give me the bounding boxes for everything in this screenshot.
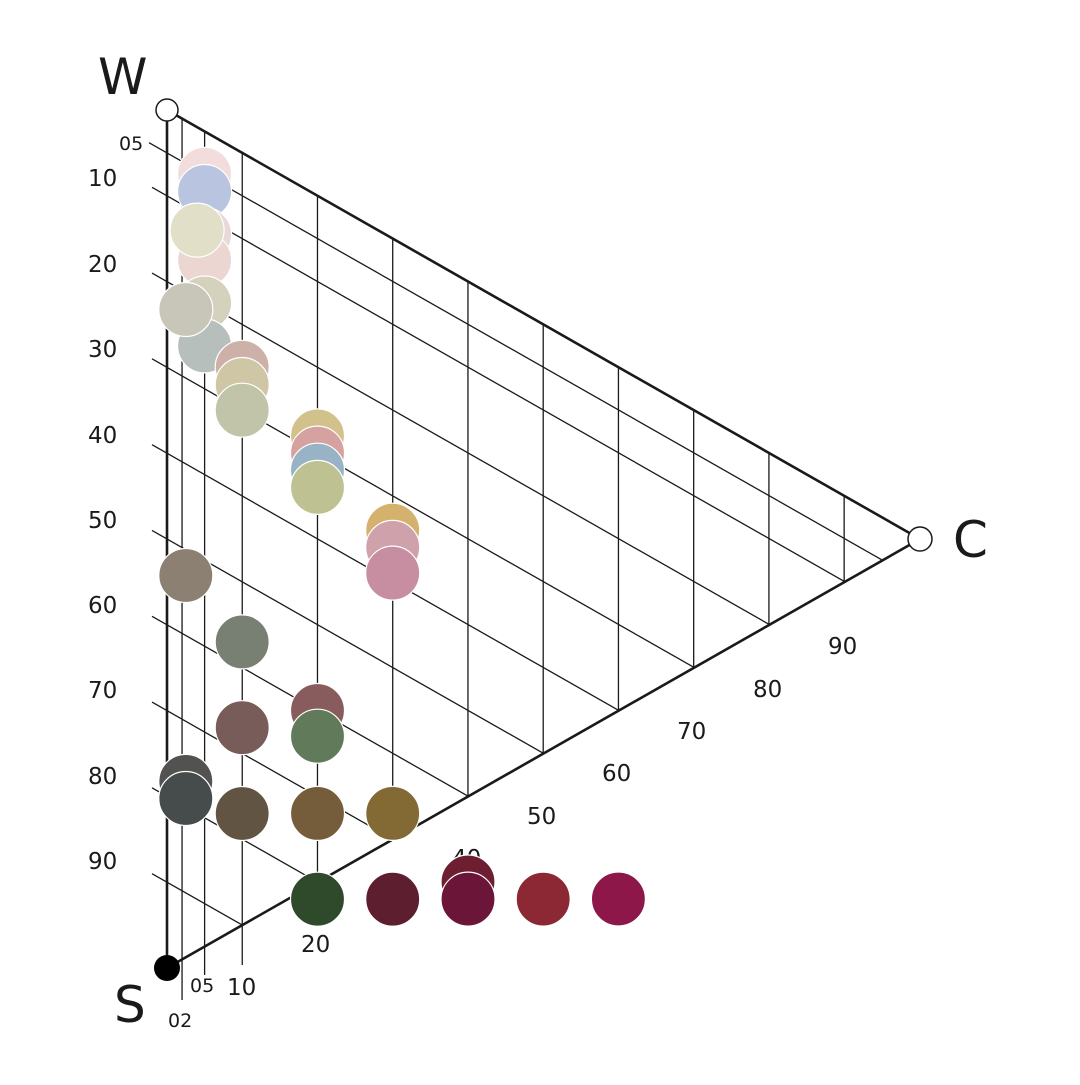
chromaticness-tick-label: 02	[168, 1010, 192, 1032]
color-sample-point	[214, 382, 270, 438]
vertex-color-label: C	[953, 511, 988, 569]
edge-white-color	[166, 108, 921, 541]
grid-lines	[148, 118, 883, 1000]
color-samples	[158, 146, 647, 927]
color-sample-point	[365, 545, 421, 601]
blackness-grid-line-5	[148, 142, 883, 561]
blackness-grid-line-10	[151, 186, 846, 583]
chromaticness-tick-label: 05	[190, 975, 214, 997]
chromaticness-tick-label: 90	[828, 634, 857, 660]
blackness-grid-line-50	[151, 529, 544, 754]
blackness-tick-label: 20	[88, 252, 117, 278]
blackness-tick-label: 10	[88, 166, 117, 192]
chromaticness-tick-label: 60	[602, 761, 631, 787]
color-sample-point	[158, 281, 214, 338]
chromaticness-tick-label: 20	[301, 932, 330, 958]
blackness-tick-label: 70	[88, 678, 117, 704]
color-sample-point	[214, 700, 270, 756]
color-sample-point	[515, 871, 571, 927]
chromaticness-tick-label: 70	[677, 719, 706, 745]
blackness-grid-line-20	[151, 272, 770, 626]
vertices: W C S	[98, 48, 988, 1034]
blackness-tick-label: 50	[88, 508, 117, 534]
color-sample-point	[365, 785, 421, 842]
vertex-color-marker	[907, 526, 933, 552]
chromaticness-tick-label: 80	[753, 677, 782, 703]
color-sample-point	[289, 708, 346, 764]
color-sample-point	[289, 459, 346, 515]
color-sample-point	[214, 785, 270, 842]
color-sample-point	[214, 614, 270, 670]
color-sample-point	[158, 547, 214, 604]
color-sample-point	[289, 871, 346, 927]
blackness-tick-label: 05	[119, 133, 143, 155]
vertex-black-label: S	[114, 976, 146, 1034]
vertex-white-label: W	[98, 48, 147, 106]
tick-labels: 0510203040506070809002051020304050607080…	[88, 133, 857, 1032]
vertex-white-marker	[155, 98, 179, 122]
blackness-tick-label: 80	[88, 764, 117, 790]
blackness-grid-line-70	[151, 701, 394, 840]
color-sample-point	[169, 202, 225, 258]
blackness-tick-label: 30	[88, 337, 117, 363]
color-sample-point	[365, 871, 421, 927]
vertex-black-marker	[154, 955, 180, 981]
blackness-tick-label: 90	[88, 849, 117, 875]
color-sample-point	[289, 785, 346, 842]
chromaticness-tick-label: 10	[227, 975, 256, 1001]
blackness-grid-line-90	[151, 873, 243, 926]
blackness-tick-label: 60	[88, 593, 117, 619]
color-sample-point	[590, 871, 647, 927]
blackness-tick-label: 40	[88, 423, 117, 449]
color-sample-point	[440, 871, 496, 927]
color-sample-point	[158, 770, 214, 827]
chromaticness-tick-label: 50	[527, 804, 556, 830]
